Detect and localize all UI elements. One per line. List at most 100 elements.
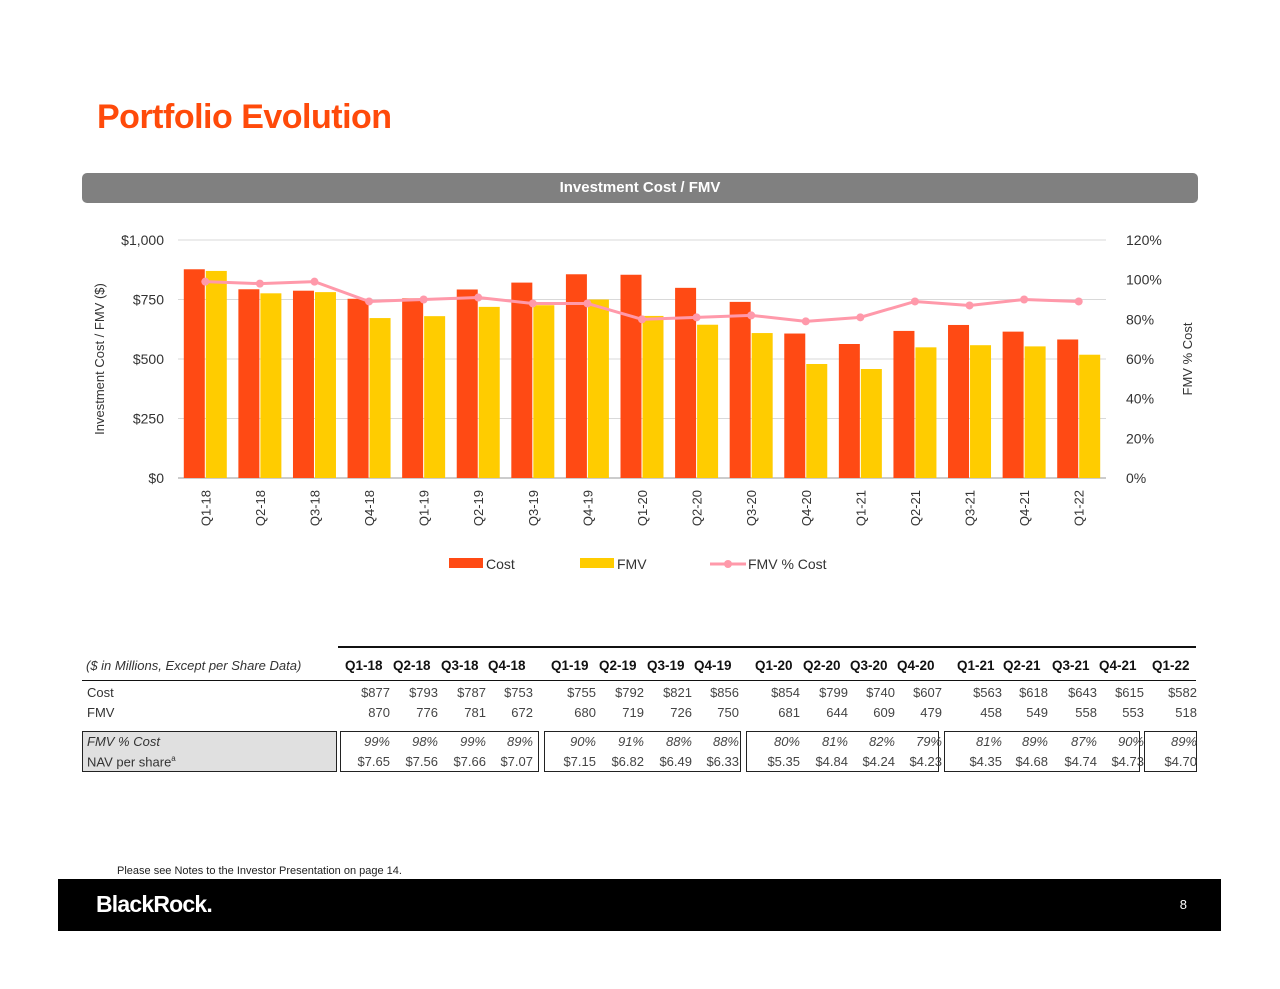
table-cell: 479 [920, 705, 942, 720]
table-cell: 90% [569, 734, 596, 749]
footnote-marker: a [171, 754, 176, 763]
table-cell: $792 [615, 685, 644, 700]
table-row-label: Cost [87, 685, 114, 700]
table-cell: $4.35 [969, 754, 1002, 769]
table-cell: $854 [771, 685, 800, 700]
x-tick-label: Q2-21 [908, 490, 923, 526]
bar-cost [675, 287, 697, 478]
y-tick-label: $0 [148, 470, 164, 486]
table-column-header: Q3-21 [1052, 658, 1090, 673]
table-cell: 776 [416, 705, 438, 720]
table-cell: 89% [1021, 734, 1048, 749]
table-cell: 81% [975, 734, 1002, 749]
point-fmv-pct-cost [474, 293, 483, 302]
point-fmv-pct-cost [856, 313, 865, 322]
point-fmv-pct-cost [583, 299, 592, 308]
chart-header: Investment Cost / FMV [82, 173, 1198, 203]
x-tick-label: Q2-18 [253, 490, 268, 526]
point-fmv-pct-cost [692, 313, 701, 322]
y-right-tick-label: 120% [1126, 232, 1162, 248]
table-group-box [1144, 731, 1197, 772]
table-cell: $4.23 [909, 754, 942, 769]
table-column-header: Q2-21 [1003, 658, 1041, 673]
bar-fmv [533, 305, 555, 478]
table-cell: 750 [717, 705, 739, 720]
table-cell: 726 [670, 705, 692, 720]
table-column-header: Q3-19 [647, 658, 685, 673]
footnote: Please see Notes to the Investor Present… [117, 865, 402, 877]
legend-label-fmv: FMV [617, 556, 647, 572]
table-cell: $821 [663, 685, 692, 700]
table-group-box [944, 731, 1140, 772]
table-cell: $4.24 [862, 754, 895, 769]
table-cell: $615 [1115, 685, 1144, 700]
bar-fmv [806, 363, 828, 478]
y-tick-label: $1,000 [121, 232, 164, 248]
bar-fmv [915, 347, 937, 478]
table-column-header: Q1-18 [345, 658, 383, 673]
x-tick-label: Q3-18 [307, 490, 322, 526]
table-column-header: Q2-18 [393, 658, 431, 673]
table-cell: $787 [457, 685, 486, 700]
table-column-header: Q4-20 [897, 658, 935, 673]
table-cell: $582 [1168, 685, 1197, 700]
table-cell: $4.74 [1064, 754, 1097, 769]
x-tick-label: Q1-20 [635, 490, 650, 526]
table-column-header: Q2-20 [803, 658, 841, 673]
bar-fmv [314, 292, 336, 478]
bar-cost [183, 269, 205, 478]
table-group-box [82, 731, 337, 772]
y-tick-label: $750 [133, 292, 164, 308]
point-fmv-pct-cost [419, 295, 428, 304]
legend-swatch-cost [449, 558, 483, 568]
table-cell: 88% [665, 734, 692, 749]
blackrock-logo: BlackRock. [96, 891, 213, 917]
table-caption: ($ in Millions, Except per Share Data) [86, 658, 302, 673]
table-column-header: Q3-18 [441, 658, 479, 673]
table-column-header: Q2-19 [599, 658, 637, 673]
table-row-label: NAV per sharea [87, 754, 176, 770]
x-tick-label: Q1-22 [1072, 490, 1087, 526]
bar-fmv [424, 316, 446, 478]
bar-cost [292, 290, 314, 478]
point-fmv-pct-cost [747, 311, 756, 320]
table-column-header: Q1-20 [755, 658, 793, 673]
table-cell: 91% [617, 734, 644, 749]
point-fmv-pct-cost [255, 279, 264, 288]
table-cell: $6.49 [659, 754, 692, 769]
y-tick-label: $500 [133, 351, 164, 367]
bar-cost [620, 274, 642, 478]
table-cell: 458 [980, 705, 1002, 720]
point-fmv-pct-cost [528, 299, 537, 308]
table-cell: $4.84 [815, 754, 848, 769]
table-cell: $5.35 [767, 754, 800, 769]
table-cell: $618 [1019, 685, 1048, 700]
table-cell: $7.65 [357, 754, 390, 769]
table-cell: 99% [459, 734, 486, 749]
table-cell: 98% [411, 734, 438, 749]
footer-bar: BlackRock. 8 [58, 879, 1221, 931]
table-column-header: Q4-19 [694, 658, 732, 673]
y-tick-label: $250 [133, 411, 164, 427]
table-row-label: FMV [87, 705, 115, 720]
table-cell: 870 [368, 705, 390, 720]
bar-fmv [369, 318, 391, 478]
table-cell: $563 [973, 685, 1002, 700]
table-group-box [544, 731, 741, 772]
bar-cost [456, 289, 478, 478]
bar-fmv [1079, 354, 1101, 478]
table-cell: $856 [710, 685, 739, 700]
table-cell: $607 [913, 685, 942, 700]
page-number: 8 [1179, 897, 1187, 912]
table-cell: 88% [712, 734, 739, 749]
table-cell: $4.73 [1111, 754, 1144, 769]
bar-cost [784, 333, 806, 478]
table-cell: $7.56 [405, 754, 438, 769]
table-cell: 609 [873, 705, 895, 720]
table-cell: 549 [1026, 705, 1048, 720]
point-fmv-pct-cost [965, 301, 974, 310]
bar-cost [238, 289, 260, 478]
table-cell: 680 [574, 705, 596, 720]
bar-fmv [260, 293, 282, 478]
bar-fmv [751, 333, 773, 478]
